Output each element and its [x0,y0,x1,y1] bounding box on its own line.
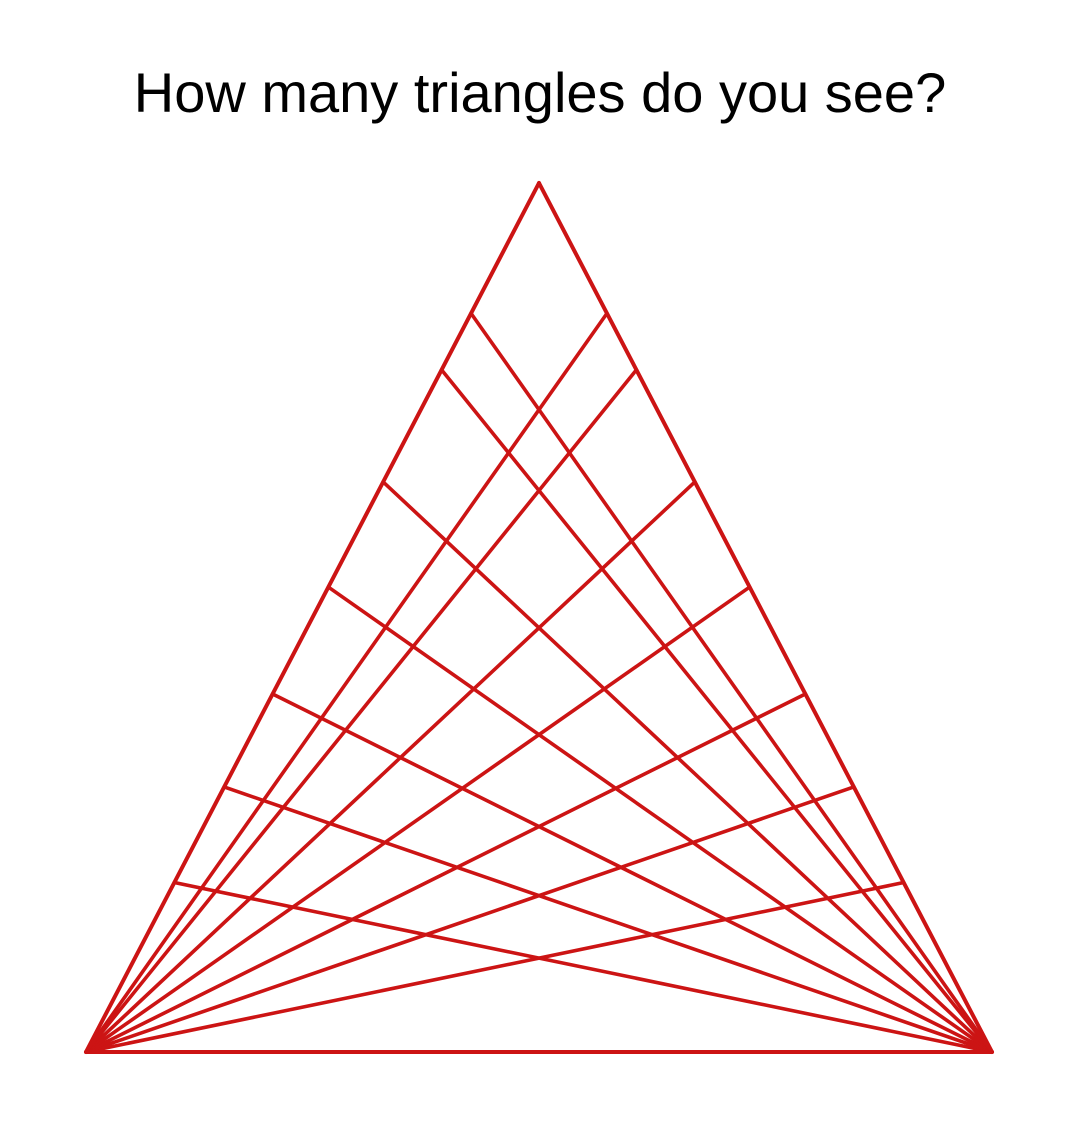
fan-line-right-2 [222,785,994,1054]
fan-line-left-3 [84,692,808,1054]
triangle-outline [84,181,994,1054]
fan-line-left-4 [84,585,752,1054]
fan-line-right-1 [172,880,994,1054]
triangle-left-edge [84,181,541,1054]
right-corner-line-fan [172,311,994,1054]
fan-line-left-5 [84,480,697,1054]
fan-line-right-6 [439,368,994,1054]
fan-line-right-5 [381,480,994,1054]
fan-line-left-6 [84,368,639,1054]
fan-line-left-7 [84,311,609,1054]
puzzle-title: How many triangles do you see? [133,61,947,124]
fan-line-left-1 [84,880,906,1054]
fan-line-right-3 [270,692,994,1054]
triangle-right-edge [537,181,994,1054]
fan-line-left-2 [84,785,856,1054]
left-corner-line-fan [84,311,906,1054]
fan-line-right-4 [326,585,994,1054]
fan-line-right-7 [469,311,994,1054]
